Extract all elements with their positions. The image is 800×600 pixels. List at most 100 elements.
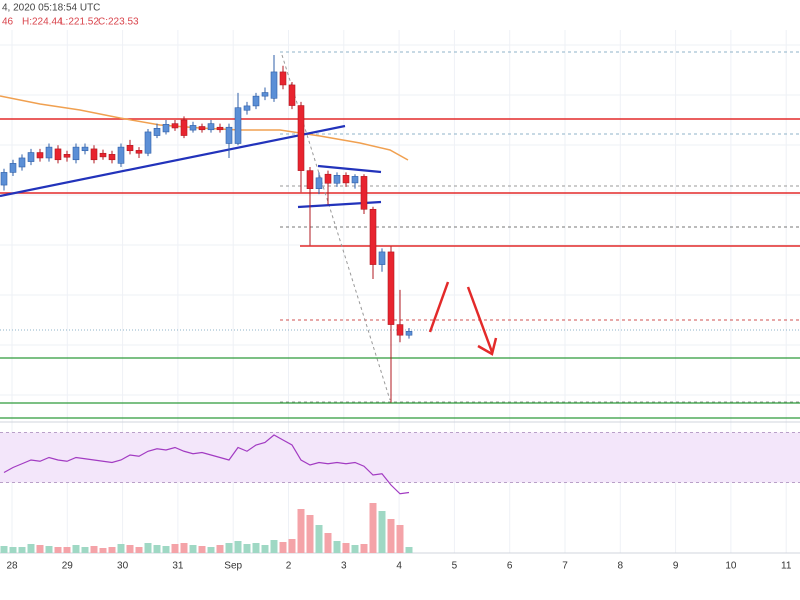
candle-body — [117, 146, 125, 164]
volume-bar — [207, 547, 215, 553]
volume-bar — [180, 543, 188, 553]
volume-bar — [72, 545, 80, 553]
volume-bar — [0, 546, 8, 553]
volume-bar — [342, 543, 350, 553]
volume-bar — [90, 546, 98, 553]
x-tick-label: 28 — [6, 561, 18, 572]
volume-bar — [396, 525, 404, 553]
volume-bar — [9, 547, 17, 553]
volume-bar — [153, 545, 161, 553]
volume-bar — [81, 547, 89, 553]
x-tick-label: 4 — [396, 561, 402, 572]
drawings — [0, 51, 800, 419]
candle-body — [324, 173, 332, 184]
volume-bar — [288, 539, 296, 553]
volume-bar — [189, 545, 197, 553]
volume-bar — [45, 546, 53, 553]
volume-bar — [315, 525, 323, 553]
candle-body — [207, 123, 215, 131]
volume-bar — [297, 509, 305, 553]
x-tick-label: 6 — [507, 561, 513, 572]
candle-body — [297, 105, 305, 171]
candle-body — [180, 119, 188, 136]
candle-body — [135, 150, 143, 154]
candle-body — [108, 154, 116, 161]
header-value: 46 — [2, 17, 14, 28]
candle-body — [63, 154, 71, 158]
candle-body — [144, 131, 152, 154]
volume-bar — [54, 547, 62, 553]
x-tick-label: 9 — [673, 561, 679, 572]
x-tick-label: 2 — [286, 561, 292, 572]
header-ohlc: 46 H:224.44L:221.52 C:223.53 — [2, 17, 139, 28]
candle-body — [252, 95, 260, 107]
volume-bar — [234, 541, 242, 553]
candle-body — [288, 84, 296, 106]
volume-bar — [126, 545, 134, 553]
header-time: 4, 2020 05:18:54 UTC — [2, 3, 100, 14]
volume-bar — [36, 545, 44, 553]
candle-body — [351, 176, 359, 184]
volume-bar — [279, 542, 287, 553]
candle-body — [243, 105, 251, 111]
volume-bar — [225, 543, 233, 553]
candle-body — [270, 71, 278, 99]
candle-body — [360, 176, 368, 210]
x-tick-label: 7 — [562, 561, 568, 572]
x-tick-label: Sep — [224, 561, 242, 572]
candle-body — [99, 152, 107, 158]
x-tick-label: 31 — [172, 561, 184, 572]
volume-bar — [63, 547, 71, 553]
candle-body — [27, 152, 35, 162]
header-value: C:223.53 — [98, 17, 139, 28]
volume-bar — [135, 547, 143, 553]
volume-bar — [117, 544, 125, 553]
x-tick-label: 30 — [117, 561, 129, 572]
volume-bar — [99, 548, 107, 553]
volume-bar — [27, 544, 35, 553]
candle-body — [72, 146, 80, 161]
candle-body — [81, 146, 89, 152]
candle-body — [342, 175, 350, 184]
candle-body — [234, 107, 242, 144]
candle-body — [171, 123, 179, 129]
candle-body — [315, 177, 323, 189]
volume-bar — [162, 546, 170, 553]
candle-body — [162, 124, 170, 133]
candle-body — [198, 126, 206, 131]
candle-body — [396, 324, 404, 336]
volume-bar — [387, 519, 395, 553]
candle-body — [90, 148, 98, 161]
candle-body — [306, 170, 314, 189]
volume-bar — [378, 511, 386, 553]
candle-body — [153, 128, 161, 136]
volume-bar — [216, 545, 224, 553]
candle-body — [369, 208, 377, 265]
volume-bar — [261, 545, 269, 553]
x-tick-label: 10 — [725, 561, 737, 572]
x-tick-label: 29 — [62, 561, 74, 572]
header-value: L:221.52 — [60, 17, 99, 28]
volume-bar — [405, 547, 413, 553]
grid — [0, 44, 800, 396]
volume-bar — [171, 544, 179, 553]
rsi-band — [0, 432, 800, 483]
candle-body — [333, 175, 341, 184]
candle-body — [54, 148, 62, 161]
candle-body — [0, 172, 8, 186]
volume-bar — [108, 547, 116, 553]
x-tick-label: 5 — [452, 561, 458, 572]
x-tick-label: 11 — [781, 561, 792, 572]
volume-bar — [324, 533, 332, 553]
candle-body — [9, 163, 17, 173]
volume-bar — [18, 547, 26, 553]
candle-body — [261, 92, 269, 97]
volume-bar — [144, 543, 152, 553]
candle-body — [36, 152, 44, 159]
candle-body — [216, 126, 224, 131]
header-value: H:224.44 — [22, 17, 63, 28]
rsi-line — [3, 434, 410, 495]
candle-body — [279, 71, 287, 86]
candle-body — [45, 146, 53, 159]
candle-body — [18, 157, 26, 168]
